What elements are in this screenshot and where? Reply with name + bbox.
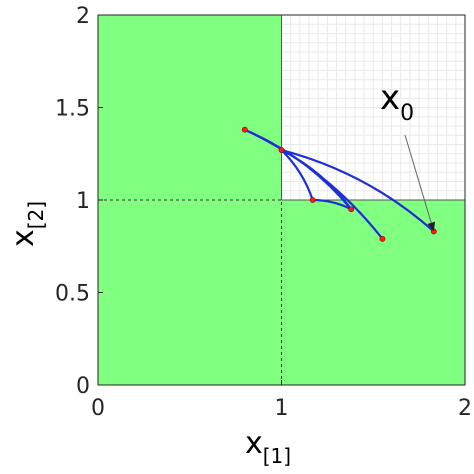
grid <box>281 14 466 201</box>
y-tick-label: 1.5 <box>55 97 90 122</box>
x0-annotation: x0 <box>380 78 436 232</box>
svg-text:x[2]: x[2] <box>6 201 48 247</box>
axis-ticks: 0 1 2 0 0.5 1 1.5 2 <box>55 4 472 421</box>
trajectory-point <box>278 147 285 153</box>
y-axis-label: x[2] <box>6 201 48 247</box>
plot-area <box>97 14 466 386</box>
y-axis-label-sub: [2] <box>24 201 48 229</box>
trajectory-point <box>379 235 386 242</box>
x-tick-label: 0 <box>91 396 105 421</box>
annotation-sub: 0 <box>400 101 414 126</box>
trajectory-point <box>309 197 316 203</box>
trajectory-point <box>348 206 355 213</box>
x-axis-label: x[1] <box>245 426 291 468</box>
y-tick-label: 0.5 <box>55 282 90 307</box>
x-tick-label: 2 <box>458 396 472 421</box>
y-tick-label: 1 <box>76 189 90 214</box>
y-tick-label: 2 <box>76 4 90 29</box>
annotation-arrowhead <box>427 221 436 232</box>
svg-text:x0: x0 <box>380 78 414 126</box>
annotation-arrow <box>404 134 435 232</box>
trajectory-point <box>241 126 248 133</box>
annotation-base: x <box>380 78 400 118</box>
x-axis-label-sub: [1] <box>263 444 291 468</box>
y-axis-label-base: x <box>6 229 41 247</box>
y-tick-label: 0 <box>76 374 90 399</box>
x-axis-label-base: x <box>245 426 263 461</box>
svg-text:x[1]: x[1] <box>245 426 291 468</box>
x-tick-label: 1 <box>275 396 289 421</box>
